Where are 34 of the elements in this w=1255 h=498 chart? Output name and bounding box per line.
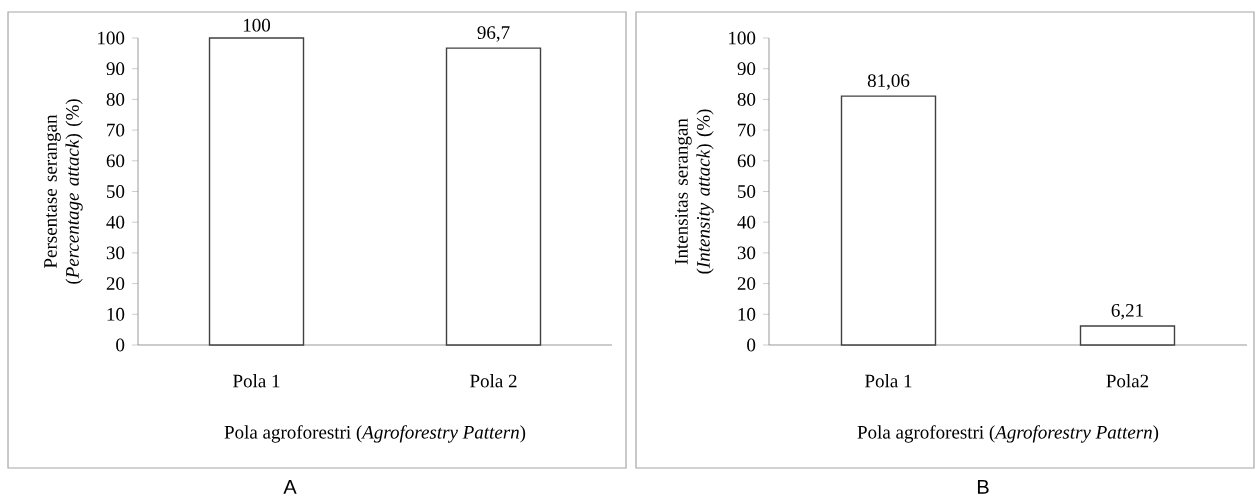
data-label: 6,21 — [1111, 304, 1143, 320]
data-label: 81,06 — [867, 74, 910, 90]
y-tick-label: 20 — [106, 277, 125, 290]
y-tick-label: 80 — [737, 92, 756, 106]
data-label: 96,7 — [477, 26, 510, 42]
y-tick-label: 100 — [729, 31, 756, 45]
y-tick-label: 0 — [116, 338, 125, 352]
x-tick-label: Pola 1 — [233, 374, 280, 388]
y-tick-label: 30 — [737, 246, 756, 260]
x-tick-label: Pola2 — [1106, 374, 1149, 388]
x-axis-title: Pola agroforestri (Agroforestry Pattern) — [224, 425, 526, 443]
y-tick-label: 90 — [737, 62, 756, 76]
x-axis-title: Pola agroforestri (Agroforestry Pattern) — [857, 425, 1159, 443]
x-tick-label: Pola 2 — [470, 374, 517, 388]
y-tick-label: 70 — [738, 123, 756, 137]
y-tick-label: 60 — [737, 154, 756, 168]
y-tick-label: 10 — [738, 307, 756, 321]
data-label: 100 — [243, 18, 271, 32]
y-tick-label: 50 — [107, 185, 125, 198]
y-tick-label: 60 — [106, 154, 125, 168]
text: B — [977, 480, 989, 494]
y-tick-label: 90 — [106, 62, 125, 76]
y-tick-label: 0 — [747, 338, 756, 352]
x-tick-label: Pola 1 — [865, 374, 912, 388]
y-tick-label: 70 — [107, 123, 125, 137]
y-tick-label: 10 — [107, 307, 125, 321]
y-tick-label: 20 — [737, 277, 756, 290]
y-tick-label: 30 — [106, 246, 125, 260]
y-tick-label: 40 — [106, 215, 125, 229]
y-tick-label: 80 — [106, 92, 125, 106]
y-tick-label: 40 — [737, 215, 756, 229]
y-tick-label: 50 — [738, 185, 756, 198]
text: A — [283, 480, 297, 494]
y-tick-label: 100 — [98, 31, 125, 45]
